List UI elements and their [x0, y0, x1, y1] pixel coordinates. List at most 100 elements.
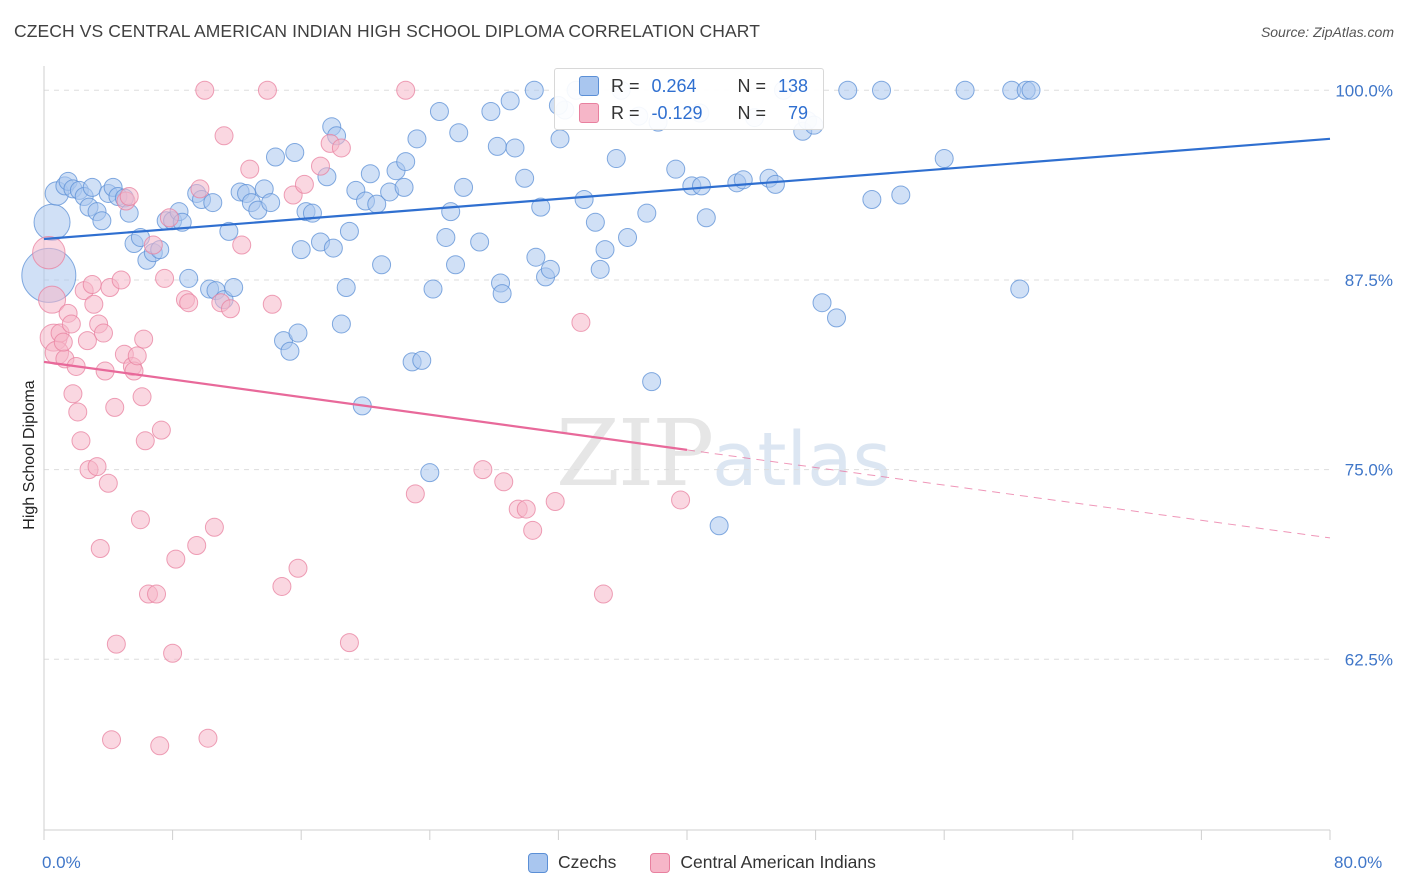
czech-point [323, 238, 343, 258]
czech-point [224, 278, 244, 298]
czech-point [407, 129, 427, 149]
czech-point [436, 227, 456, 247]
czech-point [179, 268, 199, 288]
czech-point [339, 221, 359, 241]
czech-point [291, 240, 311, 260]
central-american-indian-point [396, 80, 416, 100]
cai-n-label: N = [737, 102, 767, 123]
czech-point [812, 293, 832, 313]
czech-point [696, 208, 716, 228]
czech-point [92, 211, 112, 231]
czech-point [531, 197, 551, 217]
czech-point [872, 80, 892, 100]
cai-r-value: -0.129 [651, 102, 703, 123]
central-american-indian-point [187, 535, 207, 555]
czech-point [524, 80, 544, 100]
central-american-indian-point [240, 159, 260, 179]
czech-point [862, 190, 882, 210]
central-american-indian-point [98, 473, 118, 493]
central-american-indian-point [294, 174, 314, 194]
czech-point [492, 284, 512, 304]
central-american-indian-point [198, 728, 218, 748]
chart-source: Source: ZipAtlas.com [1260, 24, 1394, 40]
y-tick-label: 100.0% [1335, 81, 1393, 100]
watermark: ZIPatlas [556, 400, 891, 507]
central-american-indian-point [159, 208, 179, 228]
central-american-indian-point [134, 329, 154, 349]
czech-point [515, 168, 535, 188]
chart-title: CZECH VS CENTRAL AMERICAN INDIAN HIGH SC… [14, 21, 760, 41]
czech-point [396, 152, 416, 172]
x-tick-label-max: 80.0% [1334, 853, 1383, 872]
x-tick-label-min: 0.0% [42, 853, 81, 872]
central-american-indian-point [127, 346, 147, 366]
czech-point [574, 190, 594, 210]
y-tick-label: 75.0% [1345, 461, 1393, 480]
czech-point [470, 232, 490, 252]
czech-point [429, 102, 449, 122]
czech-point [261, 193, 281, 213]
central-american-indian-point [523, 520, 543, 540]
cai-n-value: 79 [788, 102, 809, 123]
central-american-indian-point [272, 576, 292, 596]
watermark-zip: ZIP [556, 400, 714, 507]
central-american-indian-point [545, 491, 565, 511]
legend-label-central-american-indians: Central American Indians [680, 852, 876, 872]
czech-point [446, 255, 466, 275]
czech-point [423, 279, 443, 299]
central-american-indian-point [63, 384, 83, 404]
czech-point [1021, 80, 1041, 100]
central-american-indian-point [68, 402, 88, 422]
czech-point [33, 203, 71, 241]
czech-point [642, 372, 662, 392]
central-american-indian-point [204, 517, 224, 537]
czech-point [372, 255, 392, 275]
legend-item-czechs: Czechs [528, 852, 616, 873]
central-american-indian-point [90, 539, 110, 559]
central-american-indian-point [310, 156, 330, 176]
central-american-indian-point [150, 736, 170, 756]
czech-point [637, 203, 657, 223]
central-american-indian-trend-line [43, 360, 688, 451]
stats-row-cai: R = -0.129 N = 79 [555, 100, 808, 126]
czech-point [454, 177, 474, 197]
czech-point [826, 308, 846, 328]
czech-point [709, 516, 729, 536]
central-american-indian-point [166, 549, 186, 569]
czech-n-label: N = [737, 75, 767, 96]
central-american-indian-point [195, 80, 215, 100]
cai-r-label: R = [611, 102, 640, 123]
central-american-indian-point [102, 730, 122, 750]
legend-swatch-central-american-indians [650, 852, 671, 873]
central-american-indian-point [61, 314, 81, 334]
czech-point [526, 247, 546, 267]
central-american-indian-point [130, 510, 150, 530]
y-axis-label: High School Diploma [21, 380, 38, 530]
czech-point [590, 259, 610, 279]
czech-point [585, 212, 605, 232]
czech-point [1010, 279, 1030, 299]
central-american-indian-point [143, 235, 163, 255]
czech-r-label: R = [611, 75, 640, 96]
czech-point [203, 193, 223, 213]
czech-point [595, 240, 615, 260]
czech-point [360, 164, 380, 184]
czech-trend-line [43, 137, 1331, 241]
czech-point [487, 136, 507, 156]
czech-point [441, 202, 461, 222]
central-american-indian-point [571, 312, 591, 332]
czech-point [955, 80, 975, 100]
central-american-indian-point [106, 634, 126, 654]
czech-point [838, 80, 858, 100]
central-american-indian-point [494, 472, 514, 492]
central-american-indian-point [257, 80, 277, 100]
central-american-indian-point [105, 397, 125, 417]
watermark-atlas: atlas [712, 417, 891, 503]
czech-point [765, 174, 785, 194]
central-american-indian-point [151, 420, 171, 440]
czech-point [331, 314, 351, 334]
central-american-indian-point [405, 484, 425, 504]
czech-point [481, 102, 501, 122]
central-american-indian-point [288, 558, 308, 578]
central-american-indian-point [190, 179, 210, 199]
